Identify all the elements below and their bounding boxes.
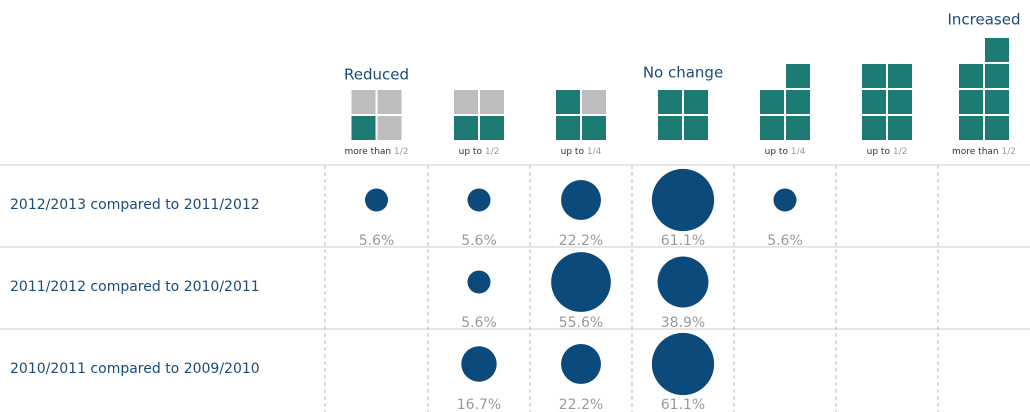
category-fraction: 1/4	[587, 147, 602, 157]
row-label: 2010/2011 compared to 2009/2010	[10, 361, 260, 377]
icon-cell	[582, 90, 606, 114]
category-text: up to	[867, 147, 891, 157]
icon-cell	[985, 116, 1009, 140]
icon-cell	[454, 90, 478, 114]
group-heading: No change	[643, 64, 723, 82]
icon-cell	[985, 90, 1009, 114]
icon-cell	[377, 90, 402, 114]
icon-cell	[959, 116, 983, 140]
category-label: up to 1/2	[459, 147, 500, 157]
value-label: 5.6%	[359, 233, 395, 249]
bubble	[657, 256, 709, 308]
icon-cell	[959, 90, 983, 114]
value-label: 5.6%	[461, 315, 497, 331]
group-heading: Increased	[947, 11, 1020, 29]
value-label: 5.6%	[461, 233, 497, 249]
icon-cell	[480, 116, 504, 140]
category-text: more than	[952, 147, 999, 157]
category-fraction: 1/2	[394, 147, 408, 157]
icon-cell	[862, 116, 886, 140]
icon-cell	[985, 38, 1009, 62]
icon-cell	[658, 90, 682, 114]
icon-cell	[351, 90, 376, 114]
category-text: more than	[345, 147, 392, 157]
category-label: up to 1/4	[561, 147, 602, 157]
icon-cell	[582, 116, 606, 140]
icon-cell	[862, 90, 886, 114]
icon-cell	[684, 90, 708, 114]
icon-cell	[658, 116, 682, 140]
category-text: up to	[561, 147, 585, 157]
category-label: more than 1/2	[952, 147, 1016, 157]
icon-cell	[351, 116, 376, 140]
icon-cell	[684, 116, 708, 140]
category-fraction: 1/4	[791, 147, 806, 157]
bubble	[467, 188, 491, 212]
category-label: up to 1/2	[867, 147, 908, 157]
icon-cell	[377, 116, 402, 140]
value-label: 61.1%	[661, 397, 705, 412]
category-text: up to	[459, 147, 483, 157]
bubble	[551, 252, 611, 312]
bubble	[561, 180, 601, 220]
icon-cell	[985, 64, 1009, 88]
icon-cell	[786, 90, 810, 114]
icon-cell	[556, 116, 580, 140]
icon-cell	[454, 116, 478, 140]
bubble	[364, 188, 389, 212]
icon-cell	[556, 90, 580, 114]
category-label: more than 1/2	[345, 147, 409, 157]
icon-cell	[888, 90, 912, 114]
bubble	[651, 168, 715, 232]
value-label: 22.2%	[559, 233, 603, 249]
icon-cell	[862, 64, 886, 88]
icon-cell	[888, 64, 912, 88]
category-fraction: 1/2	[1002, 147, 1016, 157]
icon-cell	[760, 116, 784, 140]
value-label: 55.6%	[559, 315, 603, 331]
bubble	[561, 344, 601, 384]
icon-cell	[760, 90, 784, 114]
value-label: 61.1%	[661, 233, 705, 249]
category-fraction: 1/2	[485, 147, 499, 157]
icon-cell	[786, 116, 810, 140]
category-fraction: 1/2	[893, 147, 907, 157]
category-label: up to 1/4	[765, 147, 806, 157]
icon-cell	[959, 64, 983, 88]
icon-cell	[888, 116, 912, 140]
icon-cell	[480, 90, 504, 114]
icon-cell	[786, 64, 810, 88]
value-label: 38.9%	[661, 315, 705, 331]
value-label: 5.6%	[767, 233, 803, 249]
row-label: 2012/2013 compared to 2011/2012	[10, 197, 260, 213]
group-heading: Reduced	[344, 66, 409, 84]
value-label: 22.2%	[559, 397, 603, 412]
bubble	[651, 332, 715, 396]
value-label: 16.7%	[457, 397, 501, 412]
bubble	[773, 188, 797, 212]
bubble	[461, 346, 497, 382]
bubble	[467, 270, 491, 294]
category-text: up to	[765, 147, 789, 157]
row-label: 2011/2012 compared to 2010/2011	[10, 279, 260, 295]
